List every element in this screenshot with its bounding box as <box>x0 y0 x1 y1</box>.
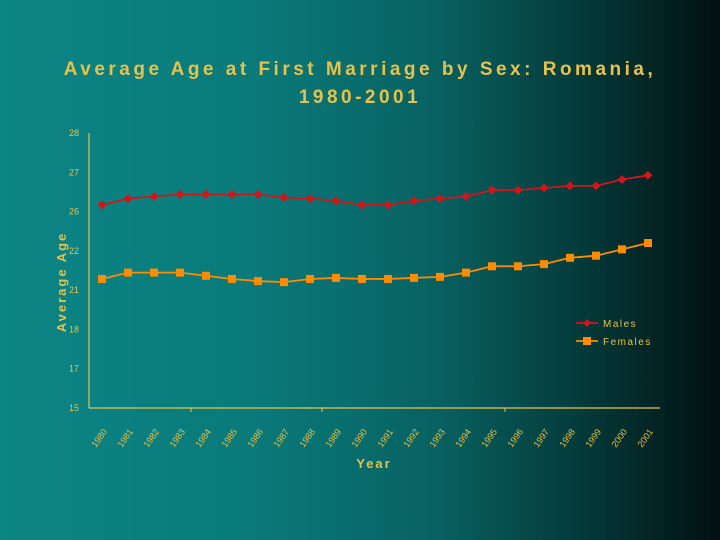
y-axis-title: Average Age <box>54 232 69 333</box>
data-point <box>435 194 445 204</box>
data-point <box>618 245 626 254</box>
data-point <box>488 262 496 271</box>
y-tick-label: 21 <box>69 285 79 295</box>
data-point <box>410 273 418 282</box>
legend-item-females: Females <box>576 337 652 348</box>
x-tick-label: 1986 <box>245 427 265 449</box>
x-tick-label: 1995 <box>479 427 499 449</box>
chart-title: Average Age at First Marriage by Sex: Ro… <box>60 56 660 112</box>
data-point <box>487 185 497 195</box>
x-tick-label: 1996 <box>505 427 525 449</box>
data-point <box>332 273 340 282</box>
data-point <box>150 268 158 277</box>
data-point <box>384 274 392 283</box>
series-layer <box>97 170 653 287</box>
y-tick-label: 18 <box>69 324 79 334</box>
data-point <box>383 200 393 210</box>
x-tick-label: 1992 <box>401 427 421 449</box>
data-point <box>305 194 315 204</box>
data-point <box>227 189 237 199</box>
x-axis-title: Year <box>356 456 391 471</box>
x-tick-label: 1994 <box>453 427 473 449</box>
x-tick-label: 1983 <box>167 427 187 449</box>
data-point <box>331 196 341 206</box>
data-point <box>253 189 263 199</box>
x-tick-label: 1993 <box>427 427 447 449</box>
data-point <box>279 193 289 203</box>
chart-title-line-1: Average Age at First Marriage by Sex: Ro… <box>63 59 657 80</box>
x-tick-label: 1998 <box>557 427 577 449</box>
x-tick-label: 1981 <box>115 427 135 449</box>
series-females <box>98 239 652 287</box>
y-tick-label: 17 <box>69 364 79 374</box>
data-point <box>513 185 523 195</box>
data-point <box>175 189 185 199</box>
data-point <box>643 170 653 180</box>
data-point <box>98 274 106 283</box>
x-tick-label: 1990 <box>349 427 369 449</box>
chart-axes: 28 27 26 22 21 18 17 15 1980 1981 1982 1983 1984 1985… <box>69 128 660 449</box>
legend: Males Females <box>576 319 652 348</box>
data-point <box>617 175 627 185</box>
series-line <box>101 242 649 284</box>
y-tick-label: 26 <box>69 207 79 217</box>
data-point <box>592 251 600 260</box>
data-point <box>149 191 159 201</box>
legend-marker <box>583 337 591 345</box>
x-tick-label: 1987 <box>271 427 291 449</box>
x-tick-label: 2000 <box>609 427 629 449</box>
legend-label: Males <box>603 319 637 330</box>
data-point <box>461 191 471 201</box>
data-point <box>123 194 133 204</box>
y-tick-label: 28 <box>69 128 79 138</box>
data-point <box>540 260 548 269</box>
data-point <box>176 268 184 277</box>
data-point <box>358 274 366 283</box>
chart-title-line-2: 1980-2001 <box>298 87 422 108</box>
x-tick-label: 1988 <box>297 427 317 449</box>
data-point <box>254 277 262 286</box>
data-point <box>201 189 211 199</box>
x-tick-label: 1985 <box>219 427 239 449</box>
x-tick-label: 1989 <box>323 427 343 449</box>
x-tick-label: 1980 <box>89 427 109 449</box>
data-point <box>409 196 419 206</box>
data-point <box>306 274 314 283</box>
x-tick-label: 1984 <box>193 427 213 449</box>
legend-item-males: Males <box>576 319 637 330</box>
data-point <box>514 262 522 271</box>
data-point <box>228 274 236 283</box>
data-point <box>462 268 470 277</box>
data-point <box>539 183 549 193</box>
x-tick-label: 2001 <box>635 427 655 449</box>
legend-marker <box>583 319 591 327</box>
data-point <box>644 239 652 247</box>
data-point <box>436 272 444 281</box>
x-tick-label: 1997 <box>531 427 551 449</box>
x-tick-label: 1999 <box>583 427 603 449</box>
data-point <box>565 181 575 191</box>
data-point <box>97 200 107 210</box>
y-tick-label: 22 <box>69 246 79 256</box>
series-males <box>97 170 653 210</box>
data-point <box>124 268 132 277</box>
legend-label: Females <box>603 337 652 348</box>
data-point <box>357 200 367 210</box>
data-point <box>566 253 574 262</box>
x-tick-label: 1982 <box>141 427 161 449</box>
data-point <box>202 271 210 280</box>
x-tick-label: 1991 <box>375 427 395 449</box>
data-point <box>280 278 288 287</box>
series-line <box>101 174 649 206</box>
y-tick-label: 27 <box>69 167 79 177</box>
y-tick-label: 15 <box>69 403 79 413</box>
data-point <box>591 181 601 191</box>
